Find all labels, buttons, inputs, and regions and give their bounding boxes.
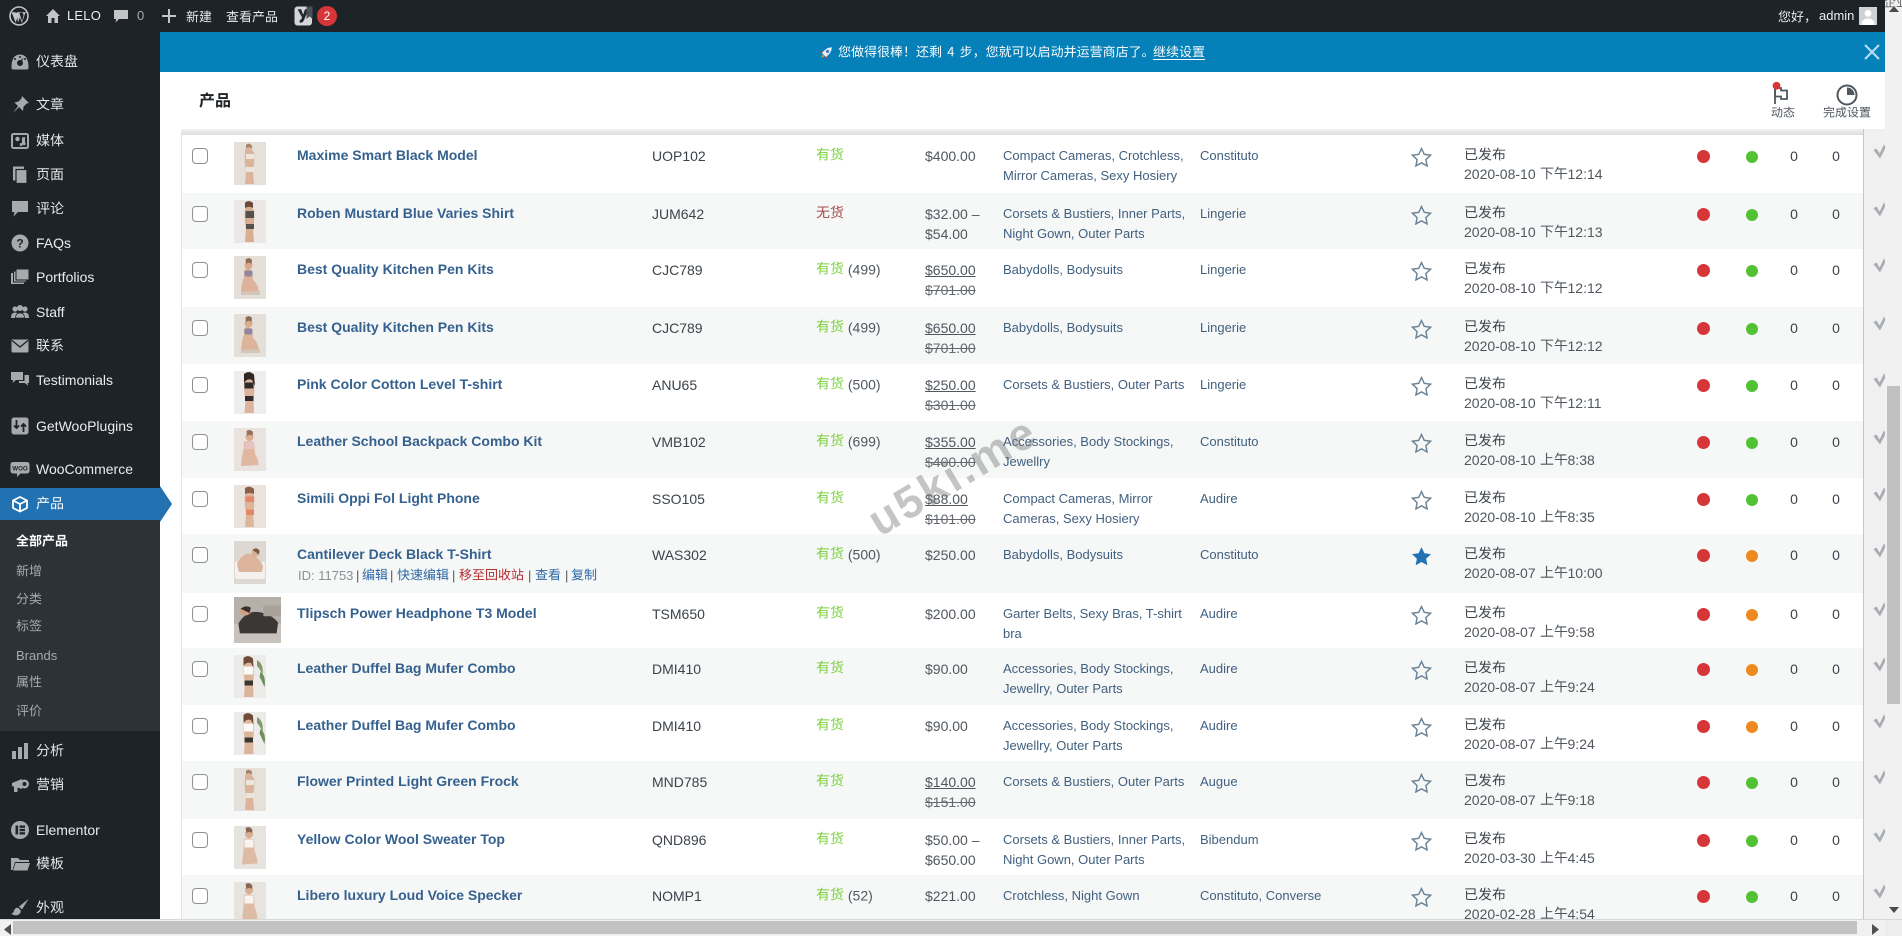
svg-text:?: ? <box>16 237 23 251</box>
svg-text:WOO: WOO <box>12 466 28 473</box>
